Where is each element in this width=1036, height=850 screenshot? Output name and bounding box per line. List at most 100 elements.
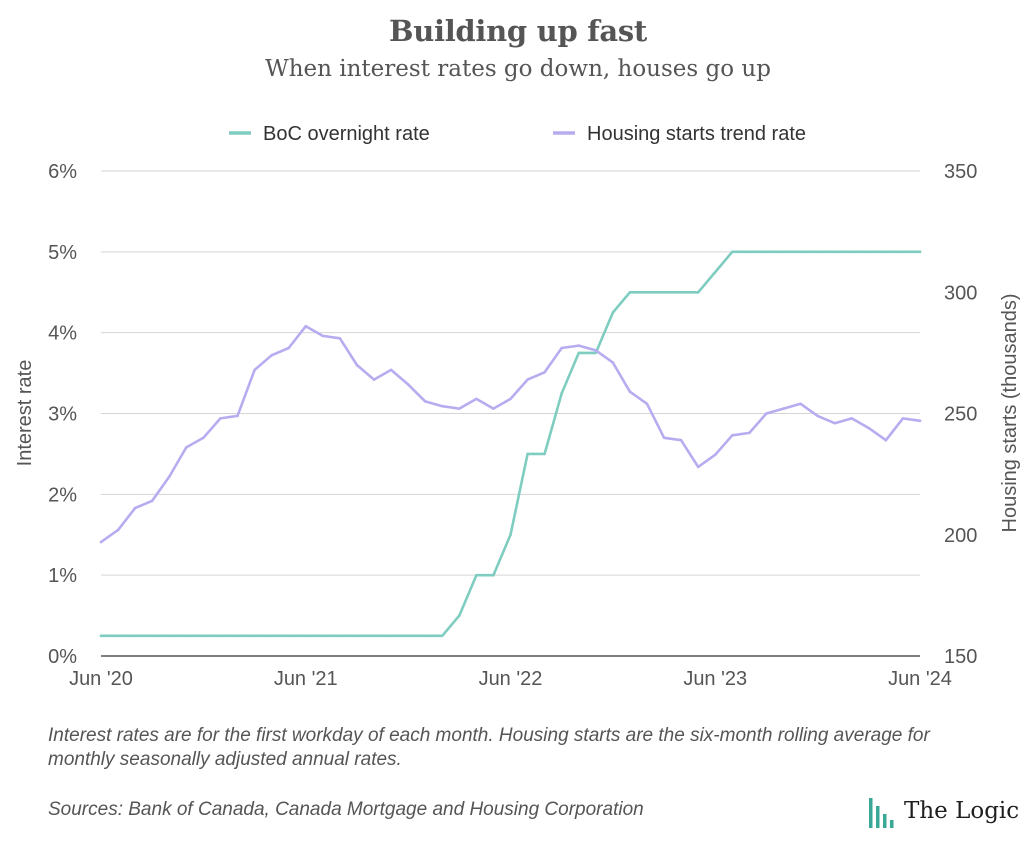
data-point-rate (560, 392, 563, 395)
data-point-rate (219, 634, 222, 638)
data-point-rate (270, 634, 273, 638)
left-tick-label: 6% (48, 161, 77, 183)
data-point-starts (253, 368, 256, 372)
data-point-rate (150, 634, 154, 638)
data-point-starts (99, 540, 103, 544)
data-point-starts (133, 506, 137, 510)
data-point-starts (560, 346, 563, 350)
x-tick-label: Jun '24 (888, 668, 952, 690)
data-point-starts (270, 354, 273, 357)
data-point-starts (799, 402, 802, 406)
left-tick-label: 0% (48, 646, 77, 668)
data-point-starts (304, 324, 308, 328)
logo-bar (869, 798, 873, 828)
data-point-starts (765, 412, 768, 415)
data-point-starts (918, 419, 922, 423)
data-point-starts (219, 417, 222, 420)
right-tick-label: 300 (944, 282, 977, 304)
data-point-starts (611, 361, 615, 364)
right-tick-label: 250 (944, 404, 977, 426)
data-point-starts (202, 436, 205, 440)
logo-bar (890, 820, 894, 828)
data-point-rate (287, 634, 291, 638)
data-point-starts (287, 346, 291, 350)
data-point-rate (577, 351, 581, 355)
logo-bars-icon (869, 798, 894, 828)
right-tick-label: 200 (944, 525, 977, 547)
data-point-starts (236, 414, 239, 418)
data-point-rate (850, 250, 854, 254)
data-point-rate (389, 634, 393, 638)
series-line-boc-overnight-rate (99, 250, 922, 638)
data-point-starts (543, 371, 546, 374)
x-tick-label: Jun '21 (274, 668, 338, 690)
data-point-rate (355, 634, 359, 638)
data-point-rate (816, 250, 819, 254)
data-point-rate (509, 533, 512, 537)
data-point-starts (867, 426, 871, 430)
data-point-starts (168, 475, 171, 478)
data-point-rate (202, 634, 205, 638)
data-point-rate (765, 250, 768, 254)
right-tick-label: 150 (944, 646, 977, 668)
x-tick-label: Jun '20 (69, 668, 133, 690)
data-point-starts (185, 446, 188, 449)
brand-logo: The Logic (866, 796, 1020, 830)
data-point-starts (441, 404, 444, 408)
data-point-rate (833, 250, 836, 254)
data-point-rate (799, 250, 802, 254)
data-point-rate (884, 250, 888, 254)
data-point-starts (731, 434, 734, 437)
data-point-starts (816, 414, 819, 418)
series-line-housing-starts (99, 324, 922, 544)
data-point-starts (748, 431, 751, 435)
data-point-starts (338, 337, 342, 340)
data-point-rate (372, 634, 376, 638)
left-tick-label: 3% (48, 404, 77, 426)
data-point-rate (867, 250, 871, 254)
left-tick-label: 5% (48, 242, 77, 264)
data-point-starts (150, 499, 154, 503)
data-point-starts (662, 436, 666, 440)
right-axis-label: Housing starts (thousands) (999, 293, 1021, 532)
data-point-starts (696, 465, 700, 469)
legend: BoC overnight rate Housing starts trend … (229, 123, 806, 145)
data-point-starts (850, 417, 854, 420)
chart-note: Interest rates are for the first workday… (48, 725, 930, 770)
data-point-rate (338, 634, 342, 638)
data-point-rate (714, 270, 717, 274)
data-point-starts (679, 438, 683, 442)
brand-name: The Logic (904, 798, 1020, 824)
data-point-rate (185, 634, 188, 638)
data-point-starts (475, 397, 478, 401)
data-point-rate (918, 250, 922, 254)
data-point-starts (321, 334, 325, 338)
data-point-rate (168, 634, 171, 638)
data-point-rate (611, 311, 615, 314)
data-point-rate (901, 250, 905, 254)
data-point-starts (901, 417, 905, 420)
data-point-starts (594, 349, 598, 352)
data-point-starts (577, 344, 581, 347)
data-point-rate (731, 250, 734, 254)
data-point-starts (884, 438, 888, 442)
x-tick-label: Jun '23 (683, 668, 747, 690)
left-axis-ticks: 0% 1% 2% 3% 4% 5% 6% (48, 161, 77, 668)
data-point-rate (526, 452, 529, 456)
x-tick-label: Jun '22 (479, 668, 543, 690)
data-point-starts (714, 453, 717, 457)
left-axis-label: Interest rate (14, 360, 36, 467)
data-point-rate (458, 614, 461, 617)
data-point-rate (133, 634, 137, 638)
data-point-starts (355, 363, 359, 367)
data-point-rate (696, 291, 700, 294)
data-point-rate (628, 291, 632, 294)
data-point-rate (99, 634, 103, 638)
data-point-rate (321, 634, 325, 638)
logo-bar (876, 806, 880, 828)
source-line: Sources: Bank of Canada, Canada Mortgage… (48, 799, 644, 820)
data-point-starts (628, 390, 632, 394)
data-point-starts (406, 383, 410, 386)
left-tick-label: 1% (48, 565, 77, 587)
